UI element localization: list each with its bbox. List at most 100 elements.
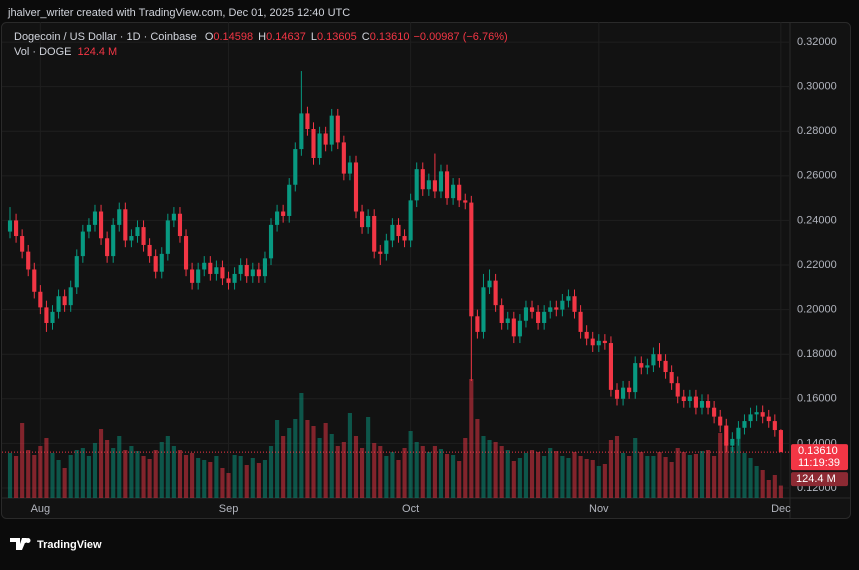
candle-body	[693, 396, 698, 408]
candle-body	[396, 224, 401, 237]
candle-body	[687, 396, 692, 402]
candle-body	[214, 267, 219, 274]
candle-body	[329, 115, 334, 145]
volume-title: Vol · DOGE	[14, 46, 71, 58]
volume-bar	[608, 440, 613, 498]
volume-bar	[202, 460, 207, 498]
volume-bar	[165, 436, 170, 498]
volume-bar	[220, 468, 225, 498]
volume-bar	[724, 442, 729, 498]
volume-bar	[614, 436, 620, 498]
candle-body	[742, 421, 747, 428]
candle-body	[268, 224, 274, 259]
ohlc-value: 0.13610	[370, 31, 410, 43]
volume-bar	[378, 446, 383, 498]
candle-body	[98, 211, 104, 239]
candle-body	[566, 296, 571, 301]
candle-body	[766, 416, 771, 422]
volume-bar	[639, 452, 644, 498]
candle-body	[141, 227, 146, 245]
y-tick-label: 0.28000	[797, 125, 837, 137]
volume-bar	[560, 456, 565, 498]
volume-bar	[196, 458, 201, 498]
volume-bar	[7, 453, 13, 498]
label-layer: 0.120000.140000.160000.180000.200000.220…	[2, 36, 848, 515]
y-tick-label: 0.30000	[797, 81, 837, 93]
candle-body	[438, 171, 444, 192]
candle-body	[38, 291, 43, 308]
volume-bar	[347, 413, 352, 498]
candle-body	[681, 396, 686, 402]
y-tick-label: 0.18000	[797, 348, 837, 360]
candle-body	[335, 115, 340, 143]
volume-bar	[86, 456, 91, 498]
volume-bar	[444, 454, 450, 498]
volume-bar	[529, 450, 535, 498]
candle-body	[736, 427, 741, 439]
candle-body	[657, 354, 662, 361]
candle-body	[117, 209, 122, 225]
ohlc-value: 0.14598	[213, 31, 253, 43]
candle-body	[86, 224, 91, 232]
candle-body	[426, 180, 431, 190]
ohlc-key: L	[311, 31, 317, 43]
candle-body	[317, 133, 322, 158]
volume-bar	[244, 465, 249, 498]
last-price-tag	[791, 444, 848, 471]
candle-body	[281, 211, 286, 216]
legend-line: Dogecoin / US Dollar · 1D · Coinbase O0.1…	[14, 31, 508, 43]
candle-body	[414, 169, 419, 201]
candle-body	[256, 269, 261, 277]
volume-bar	[159, 442, 164, 498]
candle-body	[457, 184, 462, 201]
volume-bar	[426, 452, 431, 498]
candle-body	[639, 363, 644, 368]
volume-bar	[736, 439, 741, 498]
candle-body	[554, 307, 559, 310]
candle-body	[724, 425, 729, 446]
volume-bar	[256, 463, 261, 498]
y-tick-label: 0.24000	[797, 214, 837, 226]
volume-bar	[238, 456, 243, 498]
candle-body	[596, 340, 601, 346]
volume-bar	[778, 485, 783, 498]
volume-bar	[651, 456, 656, 498]
volume-bar	[372, 443, 377, 498]
volume-bar	[712, 456, 717, 498]
candle-body	[402, 236, 407, 241]
volume-bar	[657, 452, 662, 498]
candle-body	[633, 363, 638, 393]
volume-bar	[390, 452, 395, 498]
candle-body	[560, 300, 565, 310]
candle-body	[287, 184, 292, 216]
volume-bar	[536, 452, 541, 498]
x-tick-label: Nov	[589, 503, 609, 515]
candle-body	[614, 389, 620, 399]
candle-body	[353, 162, 359, 212]
volume-bar	[98, 429, 104, 498]
volume-bar	[584, 459, 589, 498]
volume-bar	[111, 448, 116, 498]
volume-bar	[26, 450, 31, 498]
candle-body	[712, 407, 717, 417]
volume-bar	[129, 446, 134, 498]
candle-body	[44, 307, 49, 323]
volume-bar	[451, 455, 456, 498]
x-tick-label: Sep	[219, 503, 239, 515]
candle-body	[311, 129, 316, 158]
candle-body	[705, 401, 711, 408]
candle-body	[487, 280, 492, 288]
volume-tag-label: 124.4 M	[796, 473, 836, 485]
volume-bar	[353, 436, 359, 498]
volume-bar	[305, 420, 310, 498]
candle-body	[469, 202, 474, 317]
volume-bar	[190, 453, 195, 498]
candle-body	[105, 238, 110, 257]
volume-bar	[171, 446, 176, 498]
volume-bar	[742, 453, 747, 498]
candle-body	[165, 220, 170, 254]
candle-body	[499, 305, 504, 323]
volume-bar	[311, 426, 316, 498]
volume-bar	[384, 456, 389, 498]
